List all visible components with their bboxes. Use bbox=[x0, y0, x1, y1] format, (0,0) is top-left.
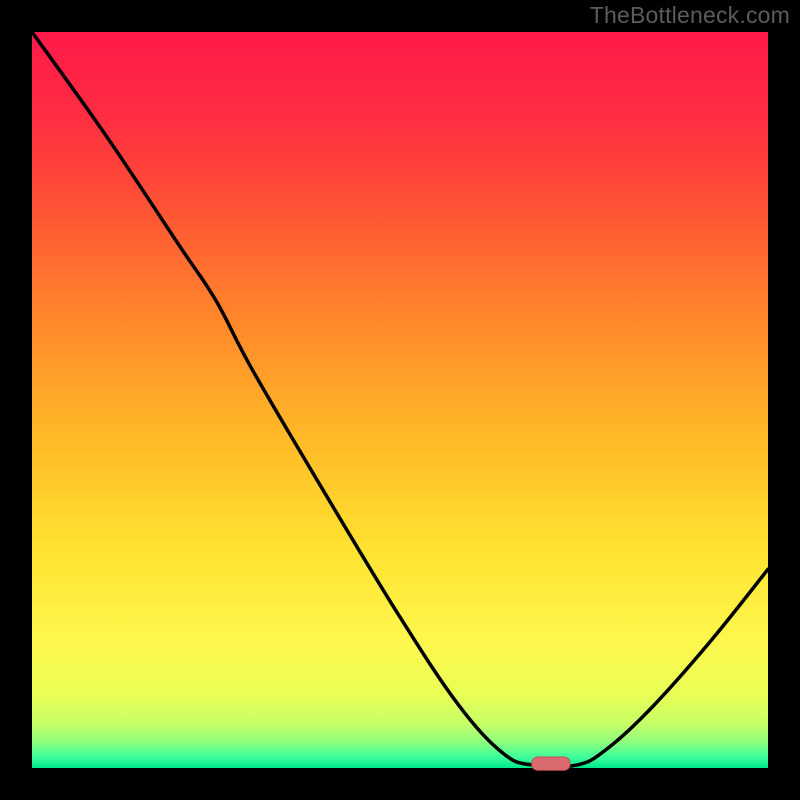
bottleneck-chart bbox=[0, 0, 800, 800]
watermark-text: TheBottleneck.com bbox=[590, 2, 790, 29]
optimal-point-marker bbox=[532, 757, 570, 770]
chart-container: TheBottleneck.com bbox=[0, 0, 800, 800]
gradient-background bbox=[32, 32, 768, 768]
